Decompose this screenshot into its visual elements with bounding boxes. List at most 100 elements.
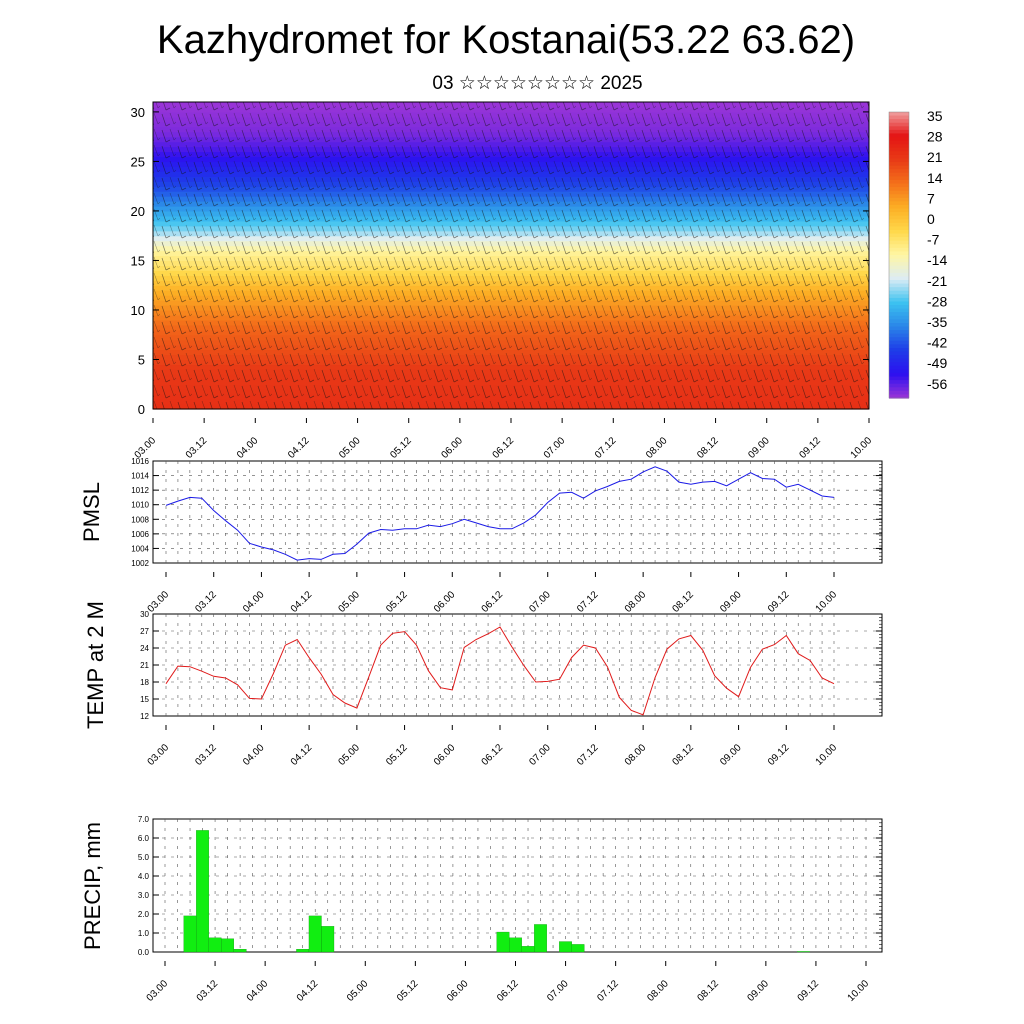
colorbar-band	[889, 280, 909, 285]
colorbar-label: -35	[927, 314, 947, 330]
heat-y-tick-label: 25	[131, 154, 145, 169]
pmsl-y-tick-label: 1006	[131, 530, 149, 539]
precip-x-tick-label: 04.00	[245, 978, 271, 1004]
page-subtitle: 03 ☆☆☆☆☆☆☆☆ 2025	[432, 73, 643, 94]
colorbar-band	[889, 255, 909, 260]
temp-y-tick-label: 21	[140, 661, 149, 670]
colorbar-band	[889, 151, 909, 156]
colorbar-band	[889, 115, 909, 120]
colorbar-band	[889, 247, 909, 253]
colorbar-band	[889, 294, 909, 299]
pmsl-y-tick-label: 1002	[131, 559, 149, 568]
precip-bar	[559, 941, 572, 953]
colorbar-band	[889, 162, 909, 167]
precip-bar	[221, 938, 234, 953]
temp-y-tick-label: 12	[140, 712, 149, 721]
colorbar-band	[889, 315, 909, 320]
colorbar-band	[889, 183, 909, 188]
temp-y-tick-label: 24	[140, 644, 149, 653]
pmsl-x-tick-label: 07.12	[575, 589, 601, 615]
colorbar-band	[889, 312, 909, 317]
colorbar-band	[889, 369, 909, 374]
temp-x-tick-label: 07.12	[575, 742, 601, 768]
colorbar-label: -28	[927, 293, 947, 309]
colorbar-band	[889, 297, 909, 303]
temp-x-tick-label: 08.00	[623, 742, 649, 768]
colorbar-band	[889, 158, 909, 163]
pmsl-x-tick-label: 06.12	[480, 589, 506, 615]
heat-y-tick-label: 15	[131, 253, 145, 268]
temp-y-tick-label: 15	[140, 695, 149, 704]
temp-x-tick-label: 06.00	[432, 742, 458, 768]
wind-barbs-overlay	[153, 102, 869, 409]
heat-x-tick-label: 10.00	[849, 435, 875, 461]
precip-x-tick-label: 03.00	[145, 978, 171, 1004]
precip-bar	[196, 830, 209, 953]
precip-y-tick-label: 2.0	[138, 910, 150, 919]
pmsl-y-tick-label: 1010	[131, 501, 149, 510]
colorbar-frame	[888, 111, 910, 399]
colorbar-band	[889, 305, 909, 310]
heat-x-tick-label: 03.12	[184, 435, 210, 461]
colorbar: 35 28 21 14 7 0 -7 -14 -21 -28 -35 -42 -49 -56	[888, 108, 947, 399]
precip-bar	[233, 949, 247, 953]
colorbar-band	[889, 326, 909, 331]
precip-x-tick-label: 07.00	[545, 978, 571, 1004]
pmsl-y-tick-label: 1008	[131, 515, 149, 524]
colorbar-band	[889, 237, 909, 242]
colorbar-band	[889, 301, 909, 306]
temp-x-tick-label: 04.00	[241, 742, 267, 768]
heat-x-tick-label: 09.12	[798, 435, 824, 461]
colorbar-band	[889, 154, 909, 160]
pmsl-x-tick-label: 09.00	[718, 589, 744, 615]
colorbar-band	[889, 222, 909, 227]
heat-frame	[152, 101, 870, 410]
colorbar-label: -14	[927, 252, 947, 268]
colorbar-label: 35	[927, 108, 943, 124]
precip-bar	[208, 937, 222, 953]
precip-x-tick-label: 05.12	[395, 978, 421, 1004]
heat-y-tick-label: 10	[131, 303, 145, 318]
precip-bar	[183, 915, 197, 953]
pmsl-x-tick-label: 10.00	[814, 589, 840, 615]
colorbar-band	[889, 244, 909, 249]
heat-y-tick-label: 0	[138, 402, 145, 417]
pmsl-y-tick-label: 1012	[131, 486, 149, 495]
colorbar-band	[889, 380, 909, 385]
temp-x-tick-label: 05.00	[337, 742, 363, 768]
colorbar-label: -56	[927, 376, 947, 392]
heat-x-tick-label: 06.12	[491, 435, 517, 461]
temp-x-tick-label: 04.12	[289, 742, 315, 768]
colorbar-label: -49	[927, 355, 947, 371]
colorbar-band	[889, 283, 909, 288]
pmsl-y-tick-label: 1014	[131, 472, 149, 481]
heat-x-tick-label: 07.12	[593, 435, 619, 461]
precip-x-tick-label: 09.12	[796, 978, 822, 1004]
colorbar-band	[889, 358, 909, 363]
precip-y-tick-label: 7.0	[138, 815, 150, 824]
colorbar-label: 28	[927, 129, 943, 145]
colorbar-band	[889, 376, 909, 381]
colorbar-label: 14	[927, 170, 943, 186]
precip-bar	[571, 944, 585, 953]
pmsl-panel: 1002 1004 1006 1008 1010 1012 1014 1016 03.00 03.…	[131, 457, 883, 615]
precip-x-tick-label: 06.00	[445, 978, 471, 1004]
heat-x-tick-label: 07.00	[542, 435, 568, 461]
colorbar-band	[889, 347, 909, 353]
pmsl-x-tick-label: 03.00	[146, 589, 172, 615]
precip-x-tick-label: 08.00	[645, 978, 671, 1004]
colorbar-band	[889, 194, 909, 199]
colorbar-band	[889, 269, 909, 274]
colorbar-band	[889, 337, 909, 342]
temp-x-tick-label: 05.12	[384, 742, 410, 768]
pmsl-x-tick-label: 04.00	[241, 589, 267, 615]
precip-y-tick-label: 5.0	[138, 853, 150, 862]
colorbar-band	[889, 383, 909, 388]
colorbar-band	[889, 169, 909, 174]
temp-x-tick-label: 08.12	[671, 742, 697, 768]
precip-frame	[152, 818, 883, 953]
precip-bar	[521, 946, 535, 953]
colorbar-band	[889, 258, 909, 263]
precip-x-tick-label: 05.00	[345, 978, 371, 1004]
temp-y-tick-label: 30	[140, 610, 149, 619]
